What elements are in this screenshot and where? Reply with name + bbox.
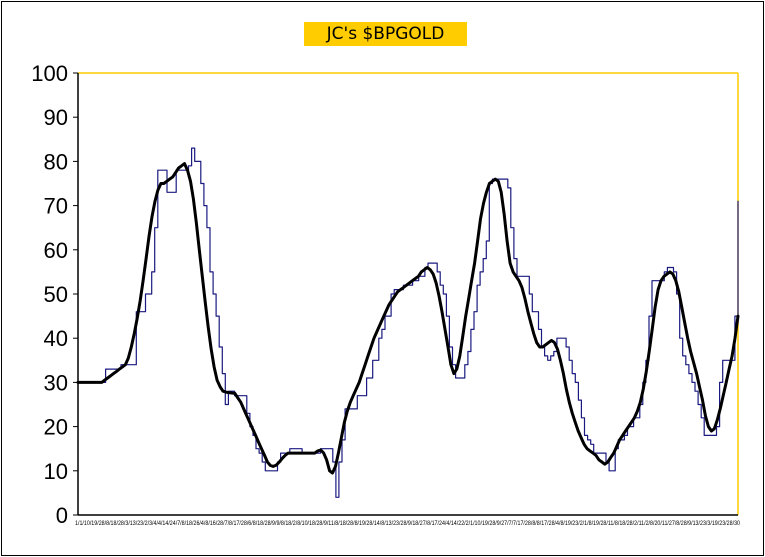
y-tick-label: 10 [44, 459, 68, 484]
series-line-smoothed [76, 162, 740, 475]
y-tick-label: 80 [44, 149, 68, 174]
y-tick-label: 30 [44, 370, 68, 395]
y-tick-label: 70 [44, 194, 68, 219]
chart-title: JC's $BPGOLD [304, 22, 467, 46]
y-tick-label: 40 [44, 326, 68, 351]
plot-area [78, 73, 738, 515]
y-tick-label: 20 [44, 415, 68, 440]
x-tick-labels: 1/1/10/19/28/8/18/28/3/13/23/2/3/4/4/14/… [75, 521, 741, 527]
y-tick-label: 50 [44, 282, 68, 307]
y-tick-label: 100 [31, 61, 68, 86]
y-tick-label: 90 [44, 105, 68, 130]
y-tick-label: 60 [44, 238, 68, 263]
y-tick-label: 0 [56, 503, 68, 528]
